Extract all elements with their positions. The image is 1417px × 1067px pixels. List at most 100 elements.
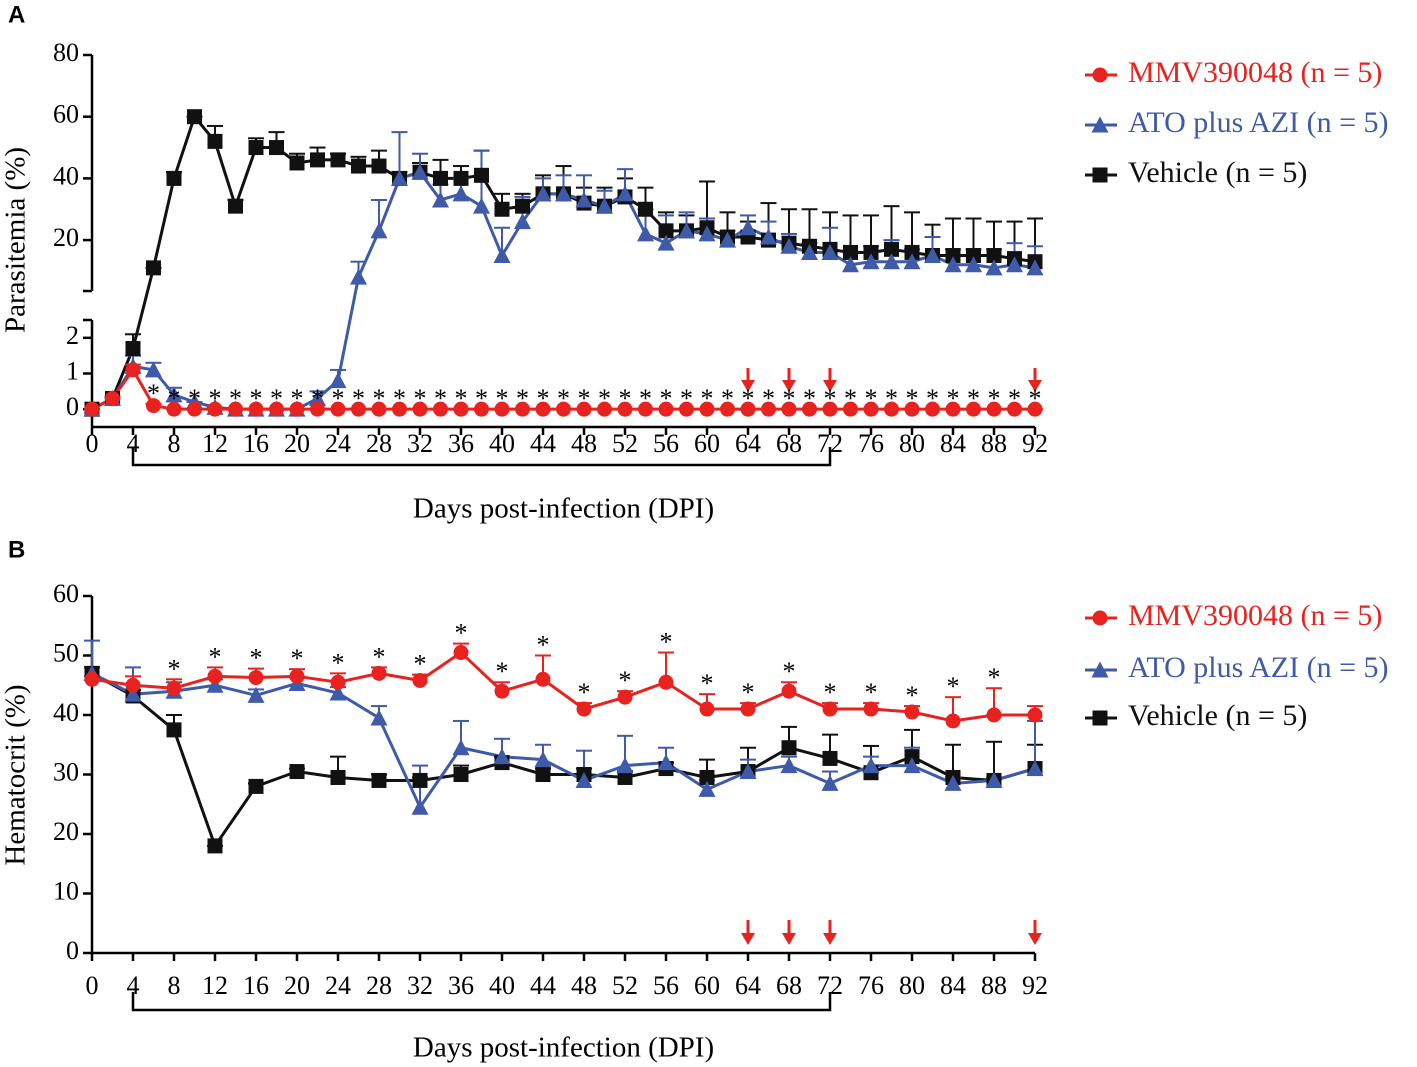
marker bbox=[146, 260, 161, 276]
marker bbox=[862, 253, 880, 270]
y-tick-label: 50 bbox=[53, 638, 79, 667]
y-tick-label: 0 bbox=[66, 936, 79, 965]
dose-arrow bbox=[741, 920, 755, 945]
y-tick-label: 20 bbox=[53, 817, 79, 846]
x-tick-label: 84 bbox=[940, 971, 966, 1000]
marker bbox=[370, 709, 388, 726]
marker bbox=[412, 401, 428, 417]
marker bbox=[801, 243, 818, 260]
marker bbox=[474, 167, 489, 183]
marker bbox=[780, 757, 798, 774]
marker bbox=[822, 701, 838, 717]
significance-mark: * bbox=[578, 384, 591, 413]
marker bbox=[781, 401, 797, 417]
marker bbox=[699, 401, 715, 417]
arrow-head bbox=[782, 380, 796, 392]
x-tick-label: 8 bbox=[168, 429, 181, 458]
marker bbox=[740, 701, 756, 717]
marker bbox=[616, 185, 634, 202]
y-tick-label: 30 bbox=[53, 757, 79, 786]
marker bbox=[269, 140, 284, 156]
marker bbox=[1026, 259, 1044, 276]
marker bbox=[699, 701, 715, 717]
significance-mark: * bbox=[1008, 384, 1021, 413]
marker bbox=[515, 198, 530, 214]
marker bbox=[289, 401, 305, 417]
arrow-head bbox=[823, 933, 837, 945]
significance-mark: * bbox=[557, 384, 570, 413]
significance-mark: * bbox=[639, 384, 652, 413]
significance-mark: * bbox=[619, 384, 632, 413]
x-tick-label: 64 bbox=[735, 429, 761, 458]
marker bbox=[658, 674, 674, 690]
marker bbox=[1091, 116, 1109, 133]
dose-arrow bbox=[823, 368, 837, 392]
marker bbox=[125, 341, 141, 357]
marker bbox=[206, 676, 224, 693]
marker bbox=[616, 757, 634, 774]
treatment-bracket bbox=[131, 447, 832, 467]
significance-mark: * bbox=[824, 678, 837, 707]
significance-mark: * bbox=[906, 384, 919, 413]
x-tick-label: 64 bbox=[735, 971, 761, 1000]
x-tick-label: 76 bbox=[858, 971, 884, 1000]
marker bbox=[105, 390, 120, 406]
significance-mark: * bbox=[332, 384, 345, 413]
significance-mark: * bbox=[988, 384, 1001, 413]
marker bbox=[658, 223, 674, 239]
legend-label: MMV390048 (n = 5) bbox=[1128, 599, 1382, 632]
marker bbox=[310, 152, 325, 168]
legend-label: ATO plus AZI (n = 5) bbox=[1128, 106, 1389, 139]
panel-label: A bbox=[8, 1, 25, 28]
significance-mark: * bbox=[209, 384, 222, 413]
marker bbox=[309, 389, 326, 406]
marker bbox=[556, 401, 571, 417]
marker bbox=[166, 401, 182, 417]
marker bbox=[289, 155, 305, 171]
marker bbox=[1092, 67, 1108, 83]
significance-mark: * bbox=[598, 384, 611, 413]
marker bbox=[821, 243, 839, 260]
legend-label: Vehicle (n = 5) bbox=[1128, 156, 1307, 189]
marker bbox=[617, 769, 633, 785]
marker bbox=[412, 672, 428, 688]
marker bbox=[575, 191, 593, 208]
marker bbox=[329, 684, 347, 701]
marker bbox=[945, 713, 961, 729]
marker bbox=[760, 228, 777, 245]
significance-mark: * bbox=[967, 384, 980, 413]
marker bbox=[638, 201, 653, 217]
marker bbox=[698, 225, 716, 242]
significance-mark: * bbox=[455, 384, 468, 413]
x-tick-label: 60 bbox=[694, 429, 720, 458]
marker bbox=[1026, 760, 1044, 777]
x-tick-label: 36 bbox=[448, 429, 474, 458]
marker bbox=[739, 763, 757, 780]
series-line bbox=[91, 672, 1036, 850]
x-tick-label: 88 bbox=[981, 971, 1007, 1000]
significance-mark: * bbox=[188, 384, 201, 413]
marker bbox=[289, 764, 305, 780]
marker bbox=[658, 401, 674, 417]
marker bbox=[535, 767, 551, 782]
y-tick-label: 40 bbox=[53, 161, 79, 190]
marker bbox=[269, 401, 284, 417]
y-tick-label: 60 bbox=[53, 100, 79, 129]
significance-mark: * bbox=[209, 642, 222, 671]
marker bbox=[207, 838, 223, 854]
significance-mark: * bbox=[455, 619, 468, 648]
marker bbox=[1027, 707, 1043, 723]
x-axis-label: Days post-infection (DPI) bbox=[413, 1032, 714, 1064]
significance-mark: * bbox=[250, 644, 263, 673]
legend-label: ATO plus AZI (n = 5) bbox=[1128, 651, 1389, 684]
significance-mark: * bbox=[660, 627, 673, 656]
marker bbox=[1092, 710, 1108, 726]
x-tick-label: 44 bbox=[530, 429, 556, 458]
marker bbox=[248, 670, 264, 686]
x-tick-label: 88 bbox=[981, 429, 1007, 458]
x-tick-label: 68 bbox=[776, 971, 802, 1000]
significance-mark: * bbox=[926, 384, 939, 413]
x-tick-label: 52 bbox=[612, 971, 638, 1000]
y-axis-label: Hematocrit (%) bbox=[0, 684, 32, 865]
